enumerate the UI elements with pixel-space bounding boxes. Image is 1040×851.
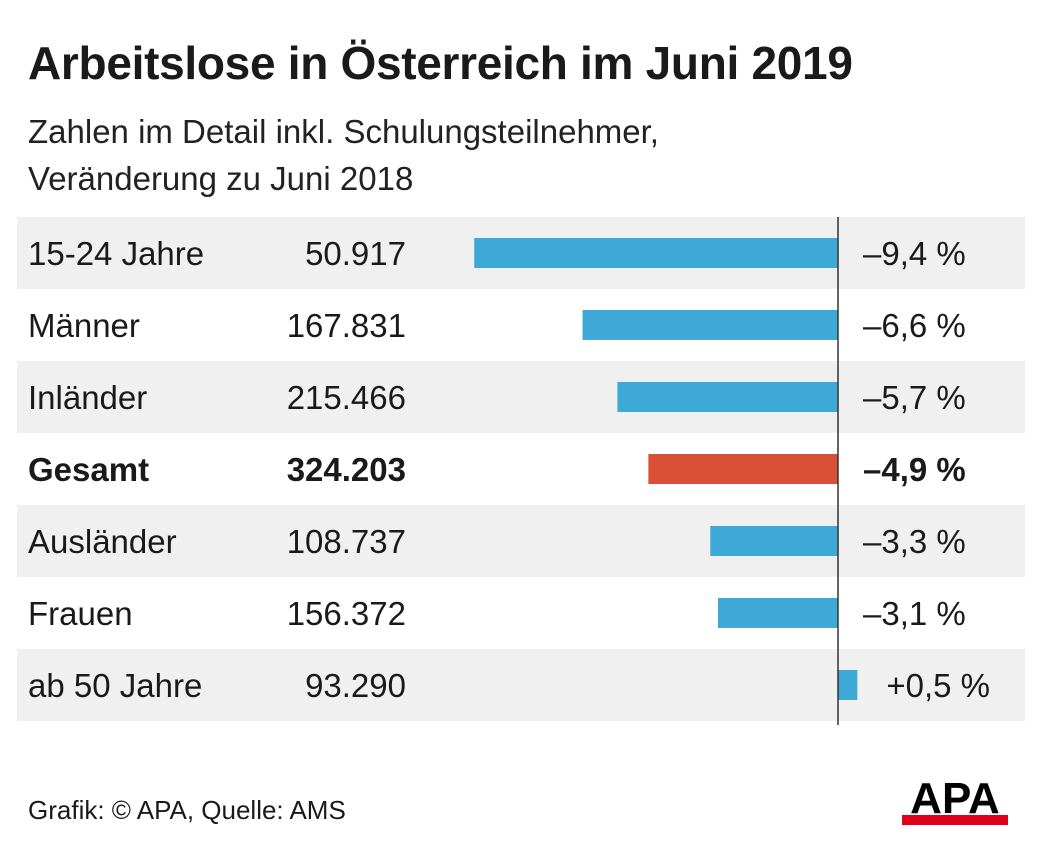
bar <box>838 670 858 700</box>
value-label: –6,6 % <box>863 307 966 344</box>
source-credit: Grafik: © APA, Quelle: AMS <box>28 795 346 825</box>
value-label: –3,1 % <box>863 595 966 632</box>
chart-subtitle: Zahlen im Detail inkl. Schulungsteilnehm… <box>28 108 659 202</box>
category-label: Gesamt <box>28 451 149 488</box>
row-background <box>17 505 1025 577</box>
count-label: 50.917 <box>305 235 406 272</box>
subtitle-line-2: Veränderung zu Juni 2018 <box>28 160 414 197</box>
bar-highlight <box>648 454 838 484</box>
value-label: +0,5 % <box>886 667 990 704</box>
count-label: 108.737 <box>287 523 406 560</box>
value-label: –9,4 % <box>863 235 966 272</box>
apa-logo: APA <box>902 775 1008 825</box>
bar <box>474 238 838 268</box>
subtitle-line-1: Zahlen im Detail inkl. Schulungsteilnehm… <box>28 113 659 150</box>
category-label: ab 50 Jahre <box>28 667 202 704</box>
value-label: –3,3 % <box>863 523 966 560</box>
bar <box>582 310 838 340</box>
count-label: 93.290 <box>305 667 406 704</box>
bar <box>710 526 838 556</box>
category-label: Inländer <box>28 379 147 416</box>
category-label: Männer <box>28 307 140 344</box>
count-label: 215.466 <box>287 379 406 416</box>
count-label: 167.831 <box>287 307 406 344</box>
logo-red-bar <box>902 815 1008 825</box>
count-label: 156.372 <box>287 595 406 632</box>
bar <box>617 382 838 412</box>
chart-title: Arbeitslose in Österreich im Juni 2019 <box>28 37 853 89</box>
category-label: Ausländer <box>28 523 177 560</box>
row-background <box>17 361 1025 433</box>
category-label: Frauen <box>28 595 133 632</box>
value-label: –4,9 % <box>863 451 966 488</box>
bar <box>718 598 838 628</box>
category-label: 15-24 Jahre <box>28 235 204 272</box>
value-label: –5,7 % <box>863 379 966 416</box>
count-label: 324.203 <box>287 451 406 488</box>
